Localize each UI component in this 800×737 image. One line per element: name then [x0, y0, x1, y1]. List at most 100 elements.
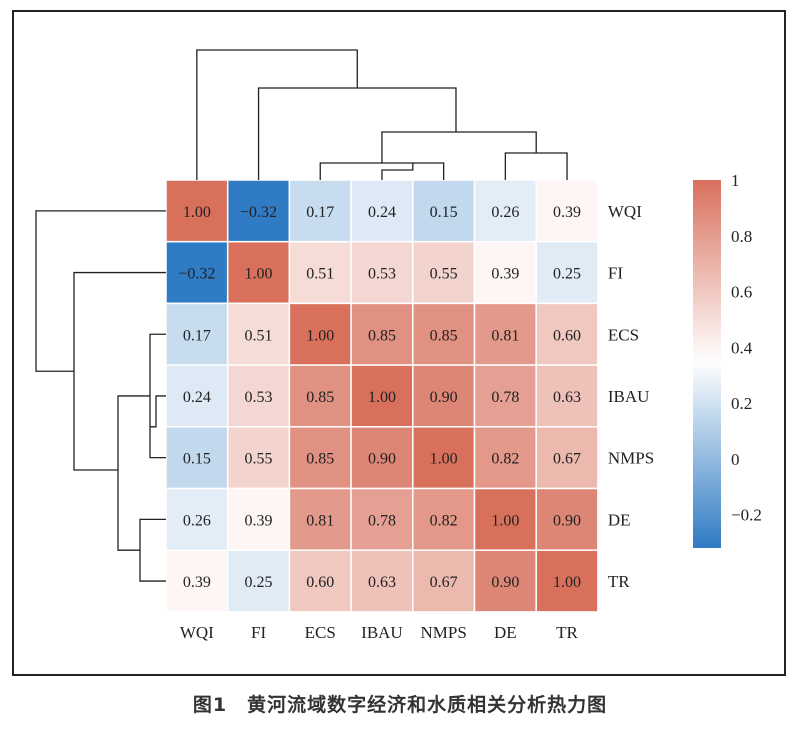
colorbar-tick-2: 0.6	[731, 283, 752, 302]
cell-label-NMPS-WQI: 0.15	[183, 451, 211, 468]
cell-label-FI-ECS: 0.51	[306, 266, 334, 283]
cell-label-TR-TR: 1.00	[553, 574, 581, 591]
cell-label-DE-FI: 0.39	[245, 512, 273, 529]
cell-label-NMPS-NMPS: 1.00	[430, 451, 458, 468]
cell-label-IBAU-WQI: 0.24	[183, 389, 211, 406]
colorbar-tick-1: 0.8	[731, 227, 752, 246]
heatmap-chart: 1.00 −0.32 0.17 0.24 0.15 0.26 0.39 −0.32 1.00 0.…	[35, 49, 762, 642]
cell-TR-NMPS	[412, 549, 476, 613]
col-dendro-group	[381, 131, 537, 163]
cell-label-ECS-IBAU: 0.85	[368, 327, 396, 344]
cell-ECS-NMPS	[412, 302, 476, 366]
cell-ECS-TR	[535, 302, 599, 366]
cell-TR-IBAU	[350, 549, 414, 613]
cell-label-TR-FI: 0.25	[245, 574, 273, 591]
row-label-ECS: ECS	[608, 325, 639, 344]
cell-IBAU-WQI	[165, 364, 229, 428]
row-label-NMPS: NMPS	[608, 449, 654, 468]
cell-IBAU-TR	[535, 364, 599, 428]
cell-WQI-WQI	[165, 179, 229, 243]
colorbar	[693, 180, 721, 548]
cell-label-NMPS-ECS: 0.85	[306, 451, 334, 468]
column-label-TR: TR	[556, 623, 578, 642]
cell-ECS-ECS	[288, 302, 352, 366]
cell-DE-WQI	[165, 487, 229, 551]
cell-NMPS-TR	[535, 426, 599, 490]
cell-label-TR-WQI: 0.39	[183, 574, 211, 591]
cell-IBAU-DE	[473, 364, 537, 428]
cell-TR-TR	[535, 549, 599, 613]
cell-WQI-NMPS	[412, 179, 476, 243]
cell-label-IBAU-TR: 0.63	[553, 389, 581, 406]
cell-label-NMPS-FI: 0.55	[245, 451, 273, 468]
cell-label-IBAU-DE: 0.78	[491, 389, 519, 406]
cell-label-IBAU-FI: 0.53	[245, 389, 273, 406]
cell-label-DE-NMPS: 0.82	[430, 512, 458, 529]
col-dendro-ibau	[381, 163, 414, 180]
colorbar-tick-3: 0.4	[731, 338, 753, 357]
cell-TR-DE	[473, 549, 537, 613]
cell-label-FI-TR: 0.25	[553, 266, 581, 283]
col-dendro-fi	[257, 87, 457, 180]
cell-label-ECS-FI: 0.51	[245, 327, 273, 344]
cell-label-ECS-DE: 0.81	[491, 327, 519, 344]
row-dendro-ibau	[150, 395, 166, 428]
column-label-DE: DE	[494, 623, 517, 642]
cell-label-WQI-WQI: 1.00	[183, 204, 211, 221]
cell-label-DE-WQI: 0.26	[183, 512, 211, 529]
col-dendro-wqi	[196, 49, 358, 180]
cell-TR-ECS	[288, 549, 352, 613]
cell-label-TR-IBAU: 0.63	[368, 574, 396, 591]
column-label-NMPS: NMPS	[420, 623, 466, 642]
cell-TR-FI	[226, 549, 291, 613]
cell-FI-IBAU	[350, 240, 414, 305]
row-label-WQI: WQI	[608, 202, 642, 221]
cell-FI-DE	[473, 240, 537, 305]
cell-label-WQI-IBAU: 0.24	[368, 204, 396, 221]
cell-label-IBAU-IBAU: 1.00	[368, 389, 396, 406]
row-dendro-group	[117, 395, 150, 551]
colorbar-tick-5: 0	[731, 450, 740, 469]
cell-label-NMPS-DE: 0.82	[491, 451, 519, 468]
column-label-ECS: ECS	[305, 623, 336, 642]
cell-DE-IBAU	[350, 487, 414, 551]
cell-label-DE-IBAU: 0.78	[368, 512, 396, 529]
row-dendro-de-tr	[139, 518, 166, 582]
cell-label-NMPS-IBAU: 0.90	[368, 451, 396, 468]
row-dendro-wqi	[35, 210, 166, 372]
cell-ECS-FI	[226, 302, 291, 366]
cell-label-NMPS-TR: 0.67	[553, 451, 581, 468]
cell-label-DE-ECS: 0.81	[306, 512, 334, 529]
cell-DE-TR	[535, 487, 599, 551]
cell-label-TR-ECS: 0.60	[306, 574, 334, 591]
cell-ECS-IBAU	[350, 302, 414, 366]
column-label-IBAU: IBAU	[361, 623, 403, 642]
row-label-TR: TR	[608, 572, 630, 591]
cell-label-DE-DE: 1.00	[491, 512, 519, 529]
cell-NMPS-FI	[226, 426, 291, 490]
cell-WQI-TR	[535, 179, 599, 243]
col-dendro-de-tr	[504, 152, 568, 180]
cell-label-IBAU-ECS: 0.85	[306, 389, 334, 406]
cell-label-DE-TR: 0.90	[553, 512, 581, 529]
cell-label-FI-DE: 0.39	[491, 266, 519, 283]
cell-DE-DE	[473, 487, 537, 551]
cell-FI-FI	[226, 240, 291, 305]
cell-label-WQI-DE: 0.26	[491, 204, 519, 221]
cell-label-IBAU-NMPS: 0.90	[430, 389, 458, 406]
cell-label-FI-FI: 1.00	[245, 266, 273, 283]
colorbar-tick-6: −0.2	[731, 506, 762, 525]
cell-label-WQI-ECS: 0.17	[306, 204, 334, 221]
cell-label-TR-DE: 0.90	[491, 574, 519, 591]
cell-label-WQI-NMPS: 0.15	[430, 204, 458, 221]
cell-label-TR-NMPS: 0.67	[430, 574, 458, 591]
column-label-FI: FI	[251, 623, 266, 642]
cell-label-FI-WQI: −0.32	[178, 266, 215, 283]
figure-caption: 图1 黄河流域数字经济和水质相关分析热力图	[192, 694, 608, 716]
colorbar-tick-4: 0.2	[731, 394, 752, 413]
row-label-FI: FI	[608, 264, 623, 283]
cell-IBAU-NMPS	[412, 364, 476, 428]
colorbar-tick-0: 1	[731, 171, 740, 190]
cell-label-FI-IBAU: 0.53	[368, 266, 396, 283]
row-label-IBAU: IBAU	[608, 387, 650, 406]
